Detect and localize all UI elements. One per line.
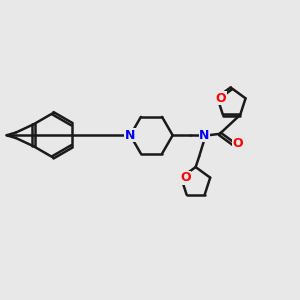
Text: O: O [180,171,190,184]
Text: O: O [233,137,243,150]
Text: N: N [125,129,136,142]
Text: O: O [216,92,226,105]
Text: N: N [199,129,210,142]
